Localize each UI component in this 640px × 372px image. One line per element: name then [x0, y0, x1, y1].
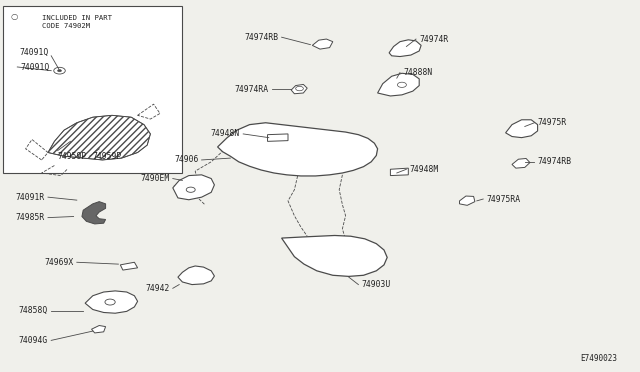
Polygon shape	[282, 235, 387, 276]
Text: 74091R: 74091R	[15, 193, 45, 202]
Text: ○: ○	[11, 12, 18, 21]
Text: 74906: 74906	[174, 155, 198, 164]
Text: 74091Q: 74091Q	[20, 62, 50, 71]
Polygon shape	[82, 202, 106, 224]
Text: 74974RB: 74974RB	[538, 157, 572, 166]
Text: 74948M: 74948M	[410, 165, 439, 174]
Polygon shape	[268, 134, 288, 141]
Polygon shape	[178, 266, 214, 285]
Polygon shape	[48, 115, 150, 160]
Text: 74903U: 74903U	[362, 280, 391, 289]
Circle shape	[58, 70, 61, 72]
Text: 74974R: 74974R	[419, 35, 449, 44]
Text: 74959P: 74959P	[58, 152, 87, 161]
Polygon shape	[390, 168, 408, 176]
Polygon shape	[512, 158, 530, 168]
Circle shape	[105, 299, 115, 305]
Polygon shape	[291, 84, 307, 94]
Polygon shape	[378, 73, 419, 96]
Text: 74948N: 74948N	[211, 129, 240, 138]
Text: 74942: 74942	[145, 284, 170, 293]
Text: 7490EM: 7490EM	[140, 174, 170, 183]
Text: 74985R: 74985R	[15, 213, 45, 222]
Text: 74975R: 74975R	[538, 118, 567, 127]
Circle shape	[397, 82, 406, 87]
Polygon shape	[173, 175, 214, 200]
Text: 74974RA: 74974RA	[235, 85, 269, 94]
Text: INCLUDED IN PART
CODE 74902M: INCLUDED IN PART CODE 74902M	[42, 15, 111, 29]
Text: 74959P: 74959P	[93, 152, 122, 161]
Circle shape	[296, 86, 303, 91]
Polygon shape	[460, 196, 475, 205]
Polygon shape	[92, 326, 106, 333]
Circle shape	[54, 67, 65, 74]
Text: 74091Q: 74091Q	[19, 48, 49, 57]
Polygon shape	[120, 262, 138, 270]
FancyBboxPatch shape	[3, 6, 182, 173]
Polygon shape	[256, 144, 274, 150]
Polygon shape	[312, 39, 333, 49]
Polygon shape	[85, 291, 138, 313]
Polygon shape	[326, 159, 342, 164]
Text: 74888N: 74888N	[403, 68, 433, 77]
Circle shape	[186, 187, 195, 192]
Text: 74858Q: 74858Q	[19, 306, 48, 315]
Text: 74974RB: 74974RB	[244, 33, 278, 42]
Text: E7490023: E7490023	[580, 354, 618, 363]
Polygon shape	[506, 120, 538, 138]
Polygon shape	[218, 123, 378, 176]
Text: 74969X: 74969X	[44, 258, 74, 267]
Polygon shape	[389, 40, 421, 57]
Text: 74094G: 74094G	[19, 336, 48, 345]
Text: 74975RA: 74975RA	[486, 195, 520, 203]
